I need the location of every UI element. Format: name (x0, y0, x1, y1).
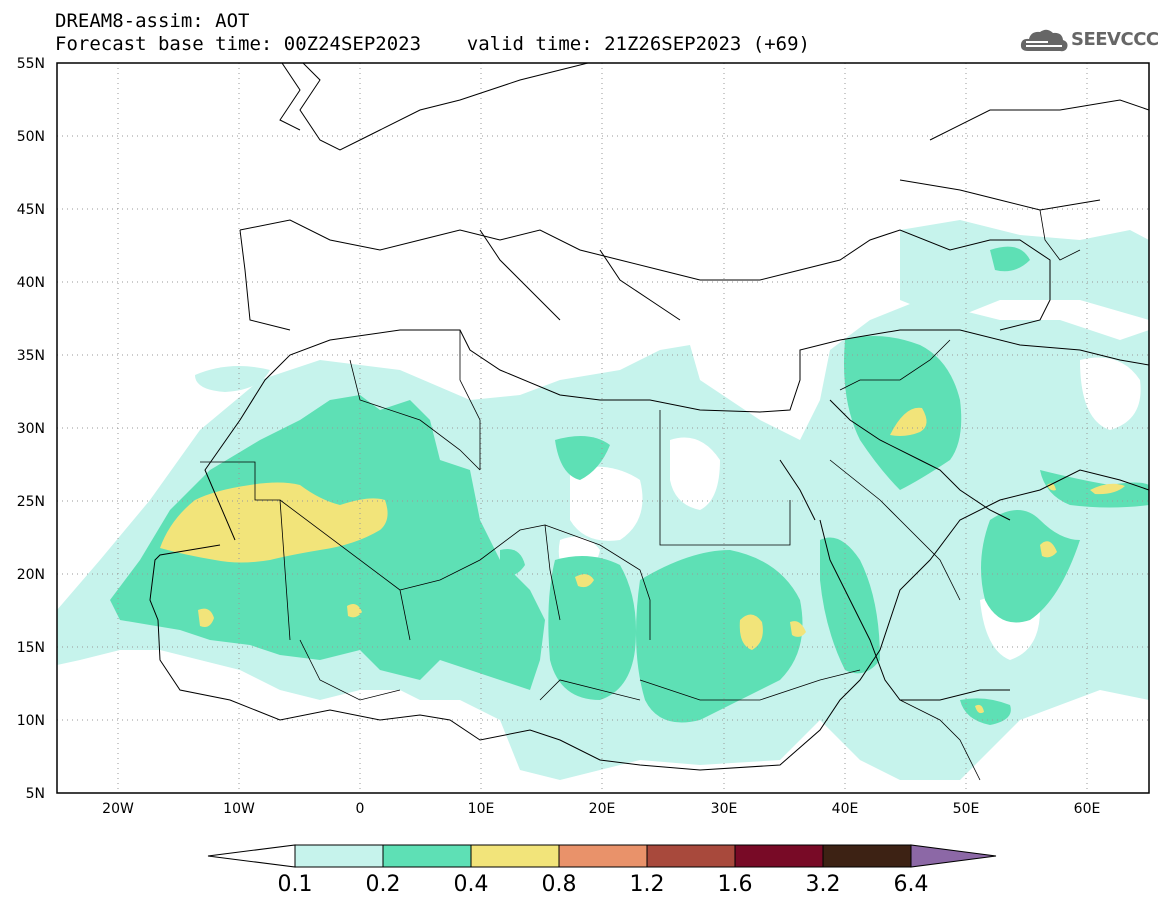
colorbar-upper-arrow (910, 844, 997, 868)
colorbar-level-label: 1.6 (717, 872, 753, 897)
seevccc-logo: SEEVCCC (1018, 25, 1159, 57)
lon-labels: 20W 10W 0 10E 20E 30E 40E 50E 60E (102, 801, 1100, 817)
coastlines (149, 63, 1149, 771)
lat-label: 35N (17, 348, 45, 364)
cloud-icon (1020, 29, 1068, 52)
lat-lon-grid (57, 63, 1149, 793)
colorbar-level-label: 0.2 (365, 872, 401, 897)
map-frame (56, 62, 1150, 794)
colorbar-level-label: 0.1 (277, 872, 313, 897)
colorbar-level-label: 0.4 (453, 872, 489, 897)
colorbar-level-label: 3.2 (805, 872, 841, 897)
lat-label: 50N (17, 129, 45, 145)
colorbar-level-label: 1.2 (629, 872, 665, 897)
lat-label: 40N (17, 275, 45, 291)
lat-label: 20N (17, 567, 45, 583)
lon-label: 40E (832, 801, 859, 817)
colorbar-level-label: 0.8 (541, 872, 577, 897)
lon-label: 60E (1074, 801, 1101, 817)
lon-label: 20E (589, 801, 616, 817)
lat-label: 10N (17, 713, 45, 729)
colorbar-level-label: 6.4 (893, 872, 929, 897)
colorbar (207, 844, 997, 868)
colorbar-bin (294, 844, 384, 868)
lat-label: 15N (17, 640, 45, 656)
lat-label: 30N (17, 421, 45, 437)
logo-text: SEEVCCC (1071, 29, 1159, 50)
colorbar-bin (646, 844, 736, 868)
forecast-times: Forecast base time: 00Z24SEP2023 valid t… (55, 33, 810, 55)
country-borders (200, 209, 1081, 781)
chart-title: DREAM8-assim: AOT (55, 10, 250, 32)
colorbar-bin (558, 844, 648, 868)
lon-label: 30E (711, 801, 738, 817)
colorbar-bin (734, 844, 824, 868)
lat-labels: 55N 50N 45N 40N 35N 30N 25N 20N 15N 10N … (17, 56, 45, 802)
colorbar-lower-arrow (207, 844, 296, 868)
lon-label: 50E (953, 801, 980, 817)
colorbar-bin (470, 844, 560, 868)
lon-label: 10E (468, 801, 495, 817)
lat-label: 25N (17, 494, 45, 510)
aot-fields (57, 220, 1149, 780)
lat-label: 55N (17, 56, 45, 72)
lon-label: 20W (102, 801, 134, 817)
lat-label: 45N (17, 202, 45, 218)
colorbar-bin (382, 844, 472, 868)
lat-label: 5N (26, 786, 45, 802)
lon-label: 0 (356, 801, 365, 817)
aot-level-04 (160, 407, 1125, 714)
colorbar-bin (822, 844, 912, 868)
lon-label: 10W (223, 801, 255, 817)
